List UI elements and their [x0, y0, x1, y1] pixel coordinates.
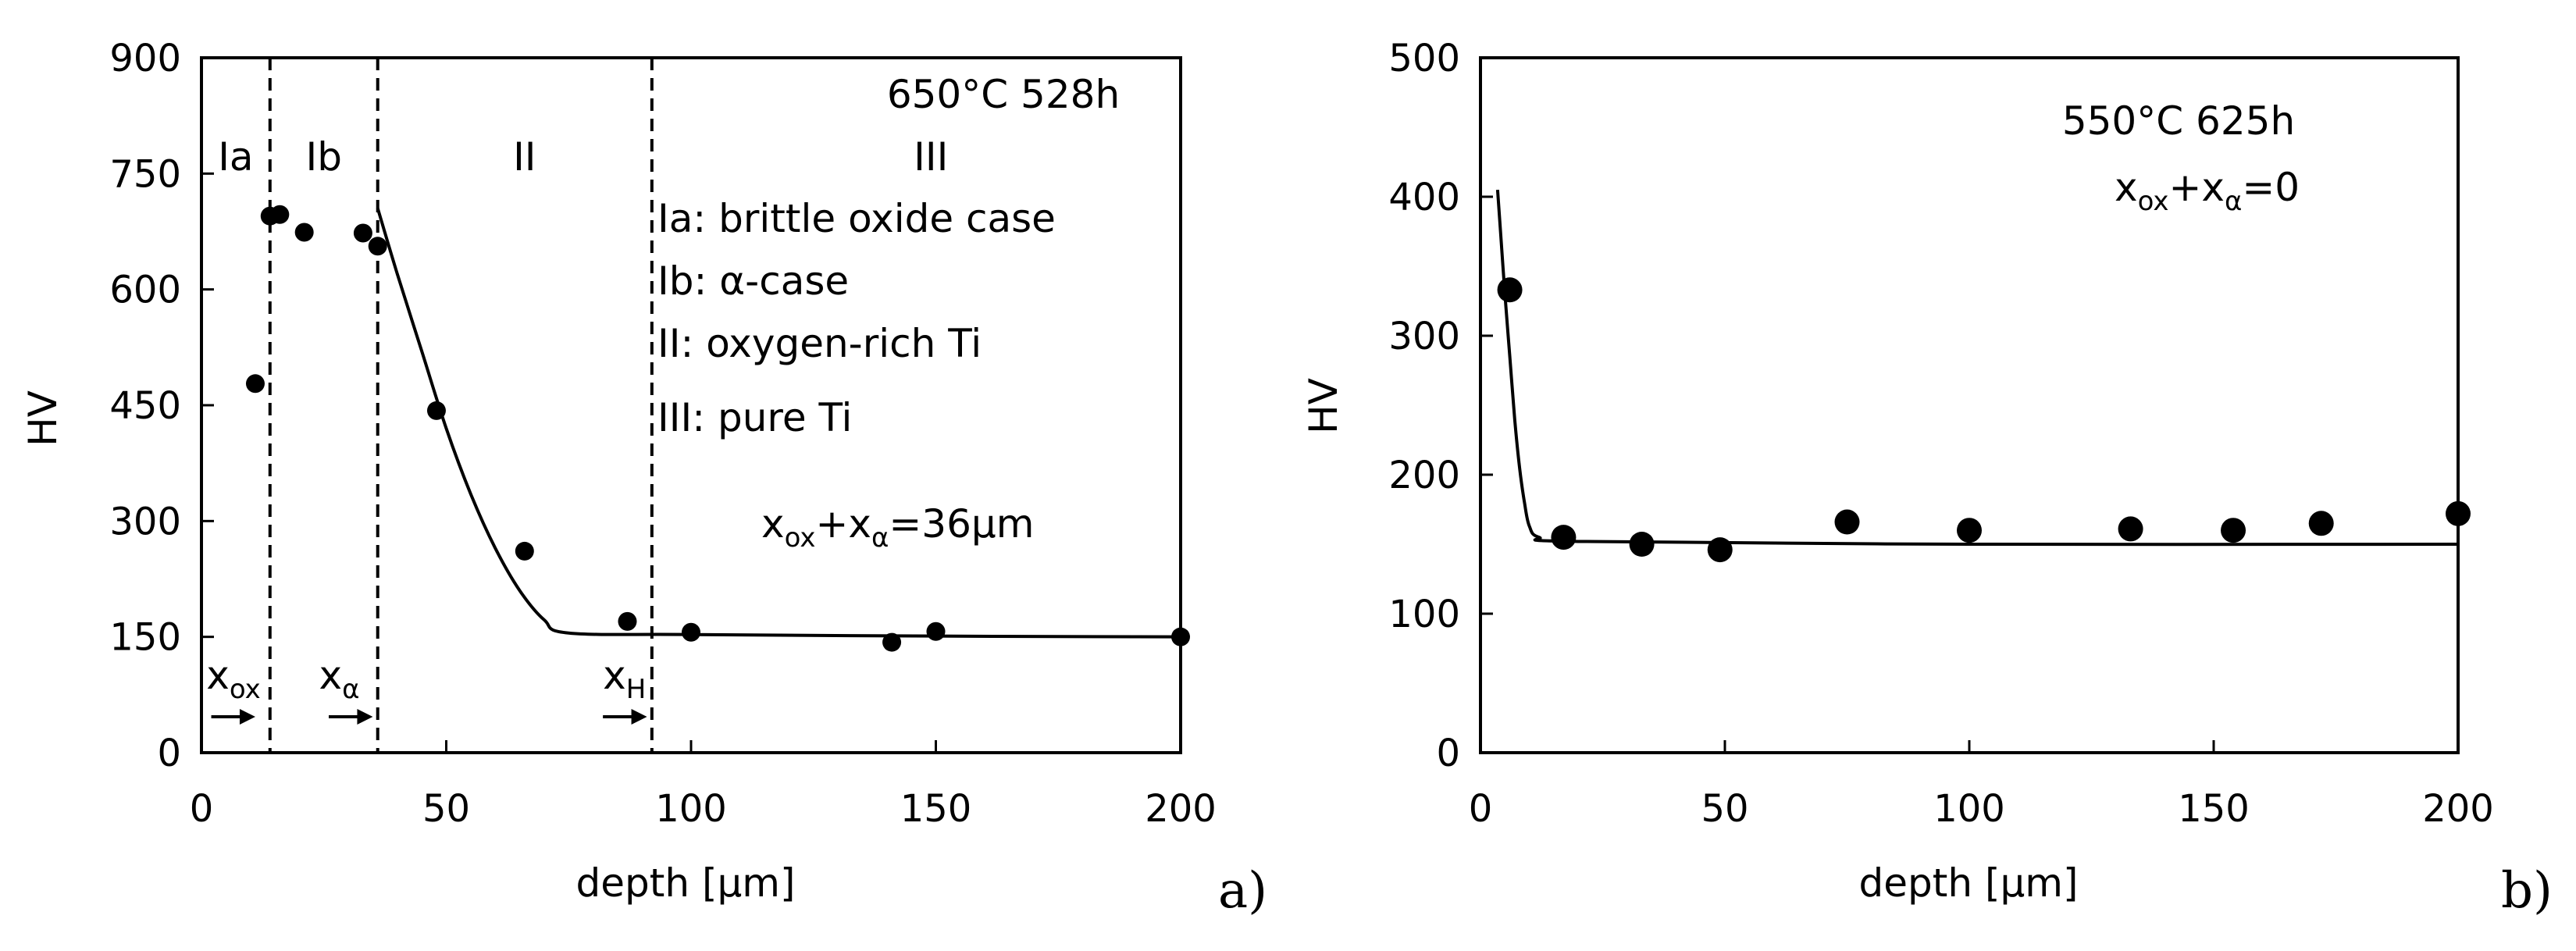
y-tick-label: 0	[157, 732, 181, 775]
depth-marker-label: xox	[206, 653, 260, 705]
y-tick-label: 150	[109, 616, 181, 660]
x-tick-label: 200	[1145, 787, 1217, 831]
x-tick-label: 100	[655, 787, 727, 831]
data-point	[294, 223, 314, 242]
chart-a-zone-legend: Ia: brittle oxide case Ib: α-case II: ox…	[657, 196, 1056, 440]
chart-a-legend-line: Ib: α-case	[657, 258, 849, 304]
x-tick-label: 100	[1933, 787, 2005, 831]
chart-a-condition: 650°C 528h	[887, 72, 1120, 117]
arrow-head-icon	[357, 709, 373, 725]
data-point	[515, 541, 534, 561]
y-tick-label: 600	[109, 269, 181, 312]
data-point	[368, 237, 387, 256]
data-point	[245, 374, 265, 394]
chart-a-depth-markers: xox xα xH	[206, 653, 647, 725]
zone-label: Ia	[218, 134, 253, 180]
data-point	[682, 622, 700, 642]
x-tick-label: 50	[1701, 787, 1748, 831]
chart-a-zone-labels: Ia Ib II III	[218, 134, 948, 180]
chart-b-fit-curve	[1495, 189, 2459, 547]
zone-label: III	[914, 134, 948, 180]
y-tick-label: 750	[109, 152, 181, 196]
data-point	[1551, 525, 1577, 550]
data-point	[1629, 532, 1655, 557]
data-point	[926, 622, 946, 641]
y-tick-label: 400	[1388, 176, 1460, 219]
depth-marker-label: xα	[319, 653, 359, 705]
arrow-head-icon	[631, 709, 647, 725]
data-point	[1834, 509, 1860, 535]
arrow-head-icon	[239, 709, 255, 725]
depth-marker-label: xH	[603, 653, 646, 705]
chart-b-ticks: 0 50 100 150 200 0 100 200 300 400 500	[1388, 37, 2493, 831]
data-point	[1957, 518, 1982, 543]
chart-a-plot-frame	[200, 56, 1182, 754]
y-tick-label: 500	[1388, 37, 1460, 80]
y-tick-label: 100	[1388, 593, 1460, 636]
x-tick-label: 0	[190, 787, 214, 831]
chart-a-panel-label: a)	[1218, 862, 1267, 920]
chart-b-panel-label: b)	[2501, 862, 2553, 920]
data-point	[618, 611, 637, 631]
data-point	[2221, 518, 2246, 543]
chart-a-ticks: 0 50 100 150 200 0 150 300 450 600 750 900	[109, 37, 1216, 831]
chart-a-data-points	[245, 205, 1190, 652]
chart-b-plot-frame	[1479, 56, 2460, 754]
chart-a-legend-line: II: oxygen-rich Ti	[657, 321, 982, 366]
chart-a-legend-line: III: pure Ti	[657, 395, 852, 440]
chart-a-y-axis-label: HV	[20, 390, 66, 447]
chart-b-condition: 550°C 625h	[2062, 98, 2295, 144]
chart-a-thickness-text: xox+xα=36µm	[761, 501, 1034, 554]
chart-a-legend-line: Ia: brittle oxide case	[657, 196, 1056, 241]
data-point	[270, 205, 290, 224]
data-point	[2118, 516, 2143, 542]
x-tick-label: 150	[900, 787, 972, 831]
data-point	[426, 401, 446, 420]
data-point	[1707, 537, 1733, 563]
data-point	[353, 223, 372, 243]
chart-b-data-points	[1497, 277, 2471, 563]
data-point	[882, 632, 902, 652]
y-tick-label: 450	[109, 384, 181, 428]
x-tick-label: 200	[2422, 787, 2494, 831]
data-point	[2308, 511, 2334, 536]
chart-a-x-axis-label: depth [µm]	[576, 860, 796, 906]
y-tick-label: 300	[109, 500, 181, 543]
zone-label: Ib	[306, 134, 342, 180]
chart-b-y-axis-label: HV	[1301, 378, 1346, 434]
chart-b-thickness-text: xox+xα=0	[2115, 165, 2300, 217]
x-tick-label: 150	[2178, 787, 2250, 831]
zone-label: II	[513, 134, 536, 180]
y-tick-label: 200	[1388, 454, 1460, 497]
data-point	[1497, 277, 1523, 303]
chart-b-x-axis-label: depth [µm]	[1859, 860, 2079, 906]
chart-a-boundaries	[268, 58, 654, 753]
x-tick-label: 50	[422, 787, 470, 831]
y-tick-label: 300	[1388, 315, 1460, 358]
x-tick-label: 0	[1469, 787, 1493, 831]
y-tick-label: 900	[109, 37, 181, 80]
y-tick-label: 0	[1436, 732, 1460, 775]
